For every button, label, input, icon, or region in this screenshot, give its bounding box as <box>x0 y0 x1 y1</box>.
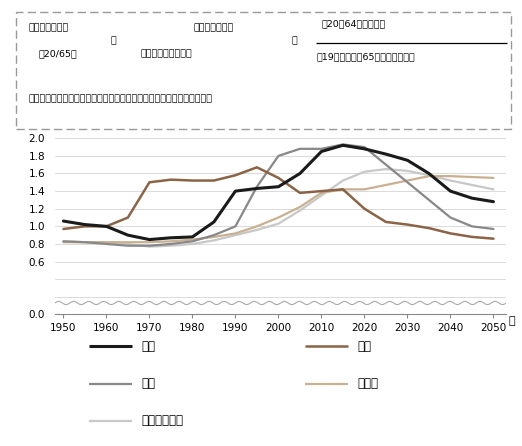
FancyBboxPatch shape <box>16 12 511 129</box>
Text: （20/65）: （20/65） <box>38 50 77 58</box>
Text: （20〜64歳の人口）: （20〜64歳の人口） <box>321 19 385 29</box>
Text: 生産年齢人口・: 生産年齢人口・ <box>194 24 234 33</box>
Text: インドネシア: インドネシア <box>141 414 183 427</box>
Text: 韓国: 韓国 <box>141 377 156 390</box>
Text: インド: インド <box>358 377 378 390</box>
Text: 非生産年齢人口比率: 非生産年齢人口比率 <box>141 50 193 58</box>
Text: （19歳以下及び65歳以上の人口）: （19歳以下及び65歳以上の人口） <box>316 52 415 61</box>
Text: 何人の勤労世代で、未成年者・高齢者１名を支えているかを示す指標。: 何人の勤労世代で、未成年者・高齢者１名を支えているかを示す指標。 <box>28 95 212 104</box>
Text: ＝: ＝ <box>111 37 116 45</box>
Text: ＝: ＝ <box>291 37 297 45</box>
Text: 逆従属人口比率: 逆従属人口比率 <box>28 24 68 33</box>
Text: 中国: 中国 <box>141 340 156 353</box>
Text: 日本: 日本 <box>358 340 372 353</box>
Text: 年: 年 <box>509 316 516 326</box>
